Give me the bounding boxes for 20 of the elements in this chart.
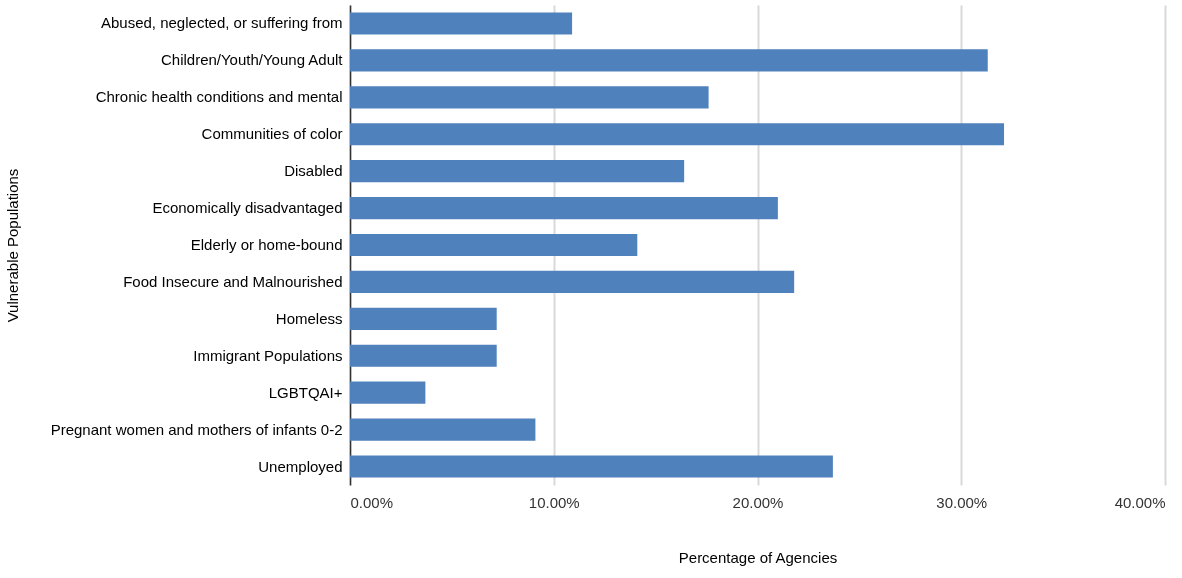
y-tick-label: Chronic health conditions and mental	[95, 88, 343, 106]
y-tick-label: Homeless	[275, 309, 343, 327]
x-tick-label: 10.00%	[528, 493, 580, 511]
y-tick-label: Immigrant Populations	[193, 346, 343, 364]
y-tick-label: Pregnant women and mothers of infants 0-2	[50, 420, 343, 438]
y-tick-label: Children/Youth/Young Adult	[160, 51, 344, 69]
x-axis-title: Percentage of Agencies	[678, 548, 838, 566]
x-tick-label: 30.00%	[936, 493, 988, 511]
y-tick-label: Communities of color	[201, 125, 343, 143]
y-tick-label: Disabled	[284, 162, 343, 180]
y-tick-label: LGBTQAI+	[268, 383, 343, 401]
y-tick-label: Unemployed	[258, 457, 343, 475]
y-tick-label: Economically disadvantaged	[152, 199, 343, 217]
y-tick-label: Elderly or home-bound	[190, 236, 343, 253]
y-axis-title: Vulnerable Populations	[3, 168, 21, 323]
x-tick-label: 20.00%	[732, 493, 784, 511]
y-tick-label: Abused, neglected, or suffering from	[100, 14, 343, 32]
x-tick-label: 0.00%	[350, 493, 394, 511]
x-tick-label: 40.00%	[1114, 493, 1166, 511]
y-tick-label: Food Insecure and Malnourished	[123, 272, 343, 290]
